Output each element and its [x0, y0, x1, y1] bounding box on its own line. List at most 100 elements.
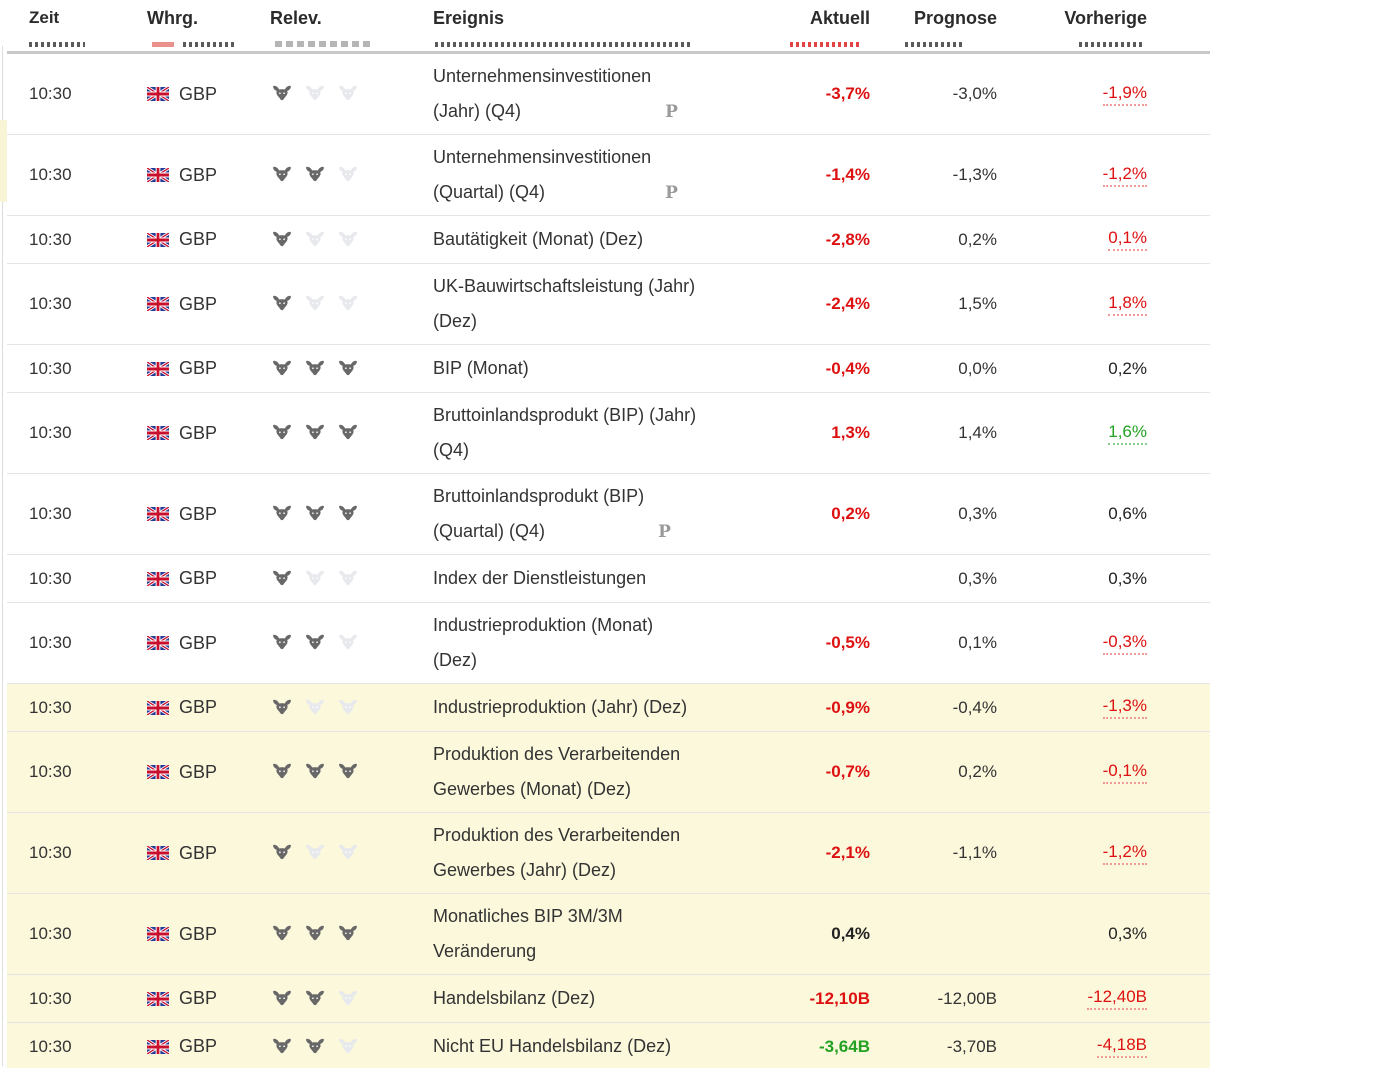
previous-value-text: -1,2%	[1102, 164, 1147, 187]
event-cell[interactable]: Industrieproduktion (Monat) (Dez)	[433, 608, 775, 678]
event-name[interactable]: Bruttoinlandsprodukt (BIP) (Quartal) (Q4…	[433, 486, 645, 541]
event-name[interactable]: BIP (Monat)	[433, 358, 529, 378]
bull-icon	[336, 697, 360, 719]
currency-cell: GBP	[147, 1036, 270, 1057]
currency-label: GBP	[179, 761, 218, 782]
event-cell[interactable]: Bautätigkeit (Monat) (Dez)	[433, 222, 775, 257]
bull-icon	[336, 1036, 360, 1058]
bull-icon	[270, 632, 294, 654]
currency-cell: GBP	[147, 988, 270, 1009]
forecast-value: 0,0%	[958, 358, 997, 378]
preliminary-p-icon: P	[658, 522, 671, 542]
event-name[interactable]: Monatliches BIP 3M/3M Veränderung	[433, 906, 623, 961]
event-time: 10:30	[29, 762, 72, 781]
uk-flag-icon	[147, 927, 169, 941]
event-time: 10:30	[29, 924, 72, 943]
event-time: 10:30	[29, 84, 72, 103]
event-row[interactable]: 10:30 GBP Monatliches BIP 3M/3M Veränderun…	[7, 893, 1210, 974]
event-cell[interactable]: Industrieproduktion (Jahr) (Dez)	[433, 690, 775, 725]
forecast-value: 1,5%	[958, 294, 997, 313]
event-name[interactable]: Nicht EU Handelsbilanz (Dez)	[433, 1036, 672, 1056]
currency-label: GBP	[179, 503, 218, 524]
event-row[interactable]: 10:30 GBP Industrieproduktion (Monat) (Dez…	[7, 602, 1210, 683]
event-cell[interactable]: Bruttoinlandsprodukt (BIP) (Jahr) (Q4)	[433, 398, 775, 468]
actual-value: -2,8%	[825, 229, 870, 249]
currency-label: GBP	[179, 293, 218, 314]
col-header-prognose: Prognose	[913, 8, 997, 28]
bull-icon	[336, 842, 360, 864]
clipped-row-remnant	[183, 42, 237, 47]
event-name[interactable]: Index der Dienstleistungen	[433, 568, 647, 588]
previous-value: 0,3%	[997, 924, 1147, 944]
event-cell[interactable]: BIP (Monat)	[433, 351, 775, 386]
event-name-wrap: Industrieproduktion (Jahr) (Dez)	[433, 690, 687, 725]
currency-cell: GBP	[147, 504, 270, 525]
event-cell[interactable]: Unternehmensinvestitionen (Quartal) (Q4)…	[433, 140, 775, 210]
event-cell[interactable]: Produktion des Verarbeitenden Gewerbes (…	[433, 737, 775, 807]
event-name[interactable]: Produktion des Verarbeitenden Gewerbes (…	[433, 744, 681, 799]
event-cell[interactable]: UK-Bauwirtschaftsleistung (Jahr) (Dez)	[433, 269, 775, 339]
event-row[interactable]: 10:30 GBP BIP (Monat) -0,4% 0,0% 0,2%	[7, 344, 1210, 392]
event-cell[interactable]: Monatliches BIP 3M/3M Veränderung	[433, 899, 775, 969]
uk-flag-icon	[147, 426, 169, 440]
previous-value-text: 0,2%	[1108, 358, 1147, 378]
event-row[interactable]: 10:30 GBP UK-Bauwirtschaftsleistung (Jahr)…	[7, 263, 1210, 344]
uk-flag-icon	[147, 507, 169, 521]
previous-value-text: -1,9%	[1102, 83, 1147, 106]
currency-label: GBP	[179, 988, 218, 1008]
event-name[interactable]: Industrieproduktion (Jahr) (Dez)	[433, 697, 688, 717]
event-name[interactable]: Bruttoinlandsprodukt (BIP) (Jahr) (Q4)	[433, 405, 697, 460]
event-row[interactable]: 10:30 GBP Unternehmensinvestitionen (Jahr)…	[7, 54, 1210, 134]
event-cell[interactable]: Produktion des Verarbeitenden Gewerbes (…	[433, 818, 775, 888]
event-name[interactable]: Handelsbilanz (Dez)	[433, 988, 596, 1008]
previous-value-text: -1,3%	[1102, 696, 1147, 719]
bull-icon	[336, 422, 360, 444]
event-cell[interactable]: Nicht EU Handelsbilanz (Dez)	[433, 1029, 775, 1064]
actual-value: -2,1%	[825, 843, 870, 862]
event-row[interactable]: 10:30 GBP Industrieproduktion (Jahr) (Dez)…	[7, 683, 1210, 731]
event-name[interactable]: UK-Bauwirtschaftsleistung (Jahr) (Dez)	[433, 276, 696, 331]
forecast-value: -3,70B	[946, 1036, 997, 1056]
previous-value: -0,1%	[997, 761, 1147, 784]
event-time: 10:30	[29, 358, 72, 378]
event-cell[interactable]: Bruttoinlandsprodukt (BIP) (Quartal) (Q4…	[433, 479, 775, 549]
relevance-rating	[270, 83, 433, 105]
event-row[interactable]: 10:30 GBP Bruttoinlandsprodukt (BIP) (Quar…	[7, 473, 1210, 554]
previous-value: 1,6%	[997, 422, 1147, 445]
currency-label: GBP	[179, 422, 218, 443]
previous-value: -1,2%	[997, 842, 1147, 865]
currency-cell: GBP	[147, 762, 270, 783]
event-row[interactable]: 10:30 GBP Bautätigkeit (Monat) (Dez) -2,8% 0…	[7, 215, 1210, 263]
event-name[interactable]: Bautätigkeit (Monat) (Dez)	[433, 229, 644, 249]
event-name[interactable]: Industrieproduktion (Monat) (Dez)	[433, 615, 654, 670]
event-name[interactable]: Unternehmensinvestitionen (Jahr) (Q4)	[433, 66, 652, 121]
event-cell[interactable]: Index der Dienstleistungen	[433, 561, 775, 596]
event-row[interactable]: 10:30 GBP Handelsbilanz (Dez) -12,10B -12,00…	[7, 974, 1210, 1022]
event-row[interactable]: 10:30 GBP Nicht EU Handelsbilanz (Dez) -3,6…	[7, 1022, 1210, 1068]
bull-icon	[336, 503, 360, 525]
currency-label: GBP	[179, 1036, 218, 1056]
event-cell[interactable]: Unternehmensinvestitionen (Jahr) (Q4) P	[433, 59, 775, 129]
bull-icon	[270, 1036, 294, 1058]
bull-icon	[336, 164, 360, 186]
event-row[interactable]: 10:30 GBP Produktion des Verarbeitenden Ge…	[7, 812, 1210, 893]
event-name[interactable]: Produktion des Verarbeitenden Gewerbes (…	[433, 825, 681, 880]
event-time: 10:30	[29, 504, 72, 523]
bull-icon	[303, 923, 327, 945]
event-time: 10:30	[29, 423, 72, 442]
event-name[interactable]: Unternehmensinvestitionen (Quartal) (Q4)	[433, 147, 652, 202]
event-cell[interactable]: Handelsbilanz (Dez)	[433, 981, 775, 1016]
currency-cell: GBP	[147, 924, 270, 945]
relevance-rating	[270, 697, 433, 719]
event-row[interactable]: 10:30 GBP Index der Dienstleistungen 0,3% 0,…	[7, 554, 1210, 602]
previous-value: -1,3%	[997, 696, 1147, 719]
event-row[interactable]: 10:30 GBP Unternehmensinvestitionen (Quart…	[7, 134, 1210, 215]
relevance-rating	[270, 293, 433, 315]
bull-icon	[303, 697, 327, 719]
event-row[interactable]: 10:30 GBP Produktion des Verarbeitenden Ge…	[7, 731, 1210, 812]
previous-value: 0,2%	[997, 359, 1147, 379]
forecast-value: 0,2%	[958, 762, 997, 781]
event-row[interactable]: 10:30 GBP Bruttoinlandsprodukt (BIP) (Jahr…	[7, 392, 1210, 473]
bull-icon	[270, 358, 294, 380]
